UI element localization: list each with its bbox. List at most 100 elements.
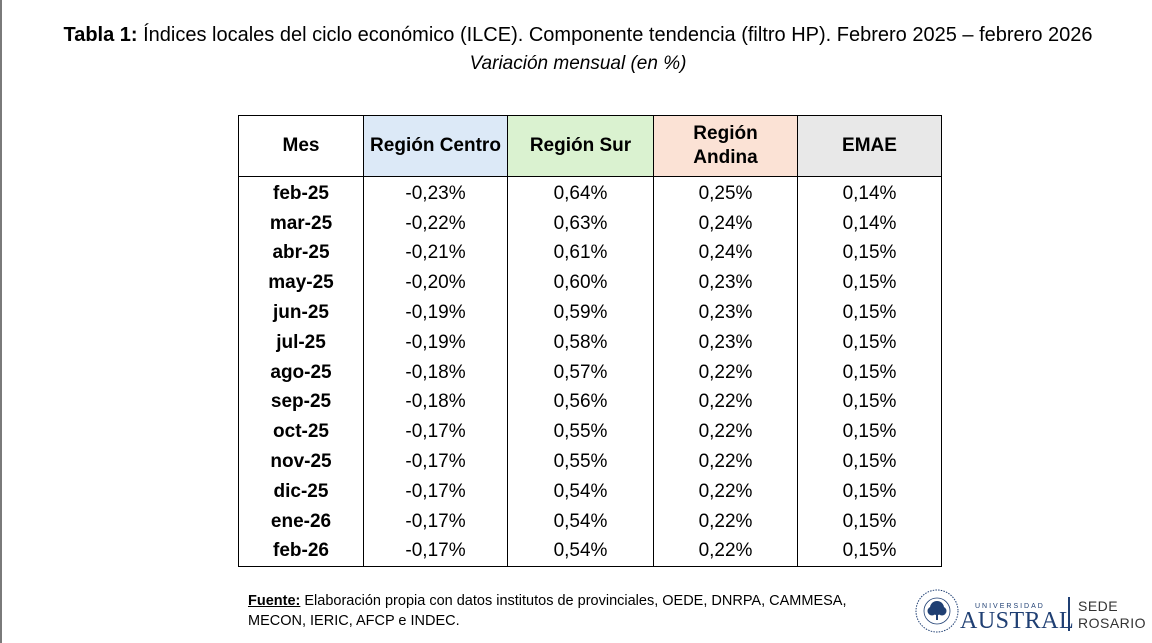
- table-row: ene-26 -0,17% 0,54% 0,22% 0,15%: [238, 506, 942, 537]
- cell-region-centro: -0,19%: [363, 327, 508, 358]
- cell-region-centro: -0,17%: [363, 417, 508, 448]
- cell-region-sur: 0,54%: [507, 476, 654, 507]
- cell-region-andina: 0,23%: [653, 327, 798, 358]
- cell-region-sur: 0,58%: [507, 327, 654, 358]
- cell-region-sur: 0,54%: [507, 536, 654, 568]
- cell-emae: 0,15%: [797, 387, 942, 418]
- header-region-centro: Región Centro: [363, 115, 508, 177]
- cell-region-andina: 0,23%: [653, 268, 798, 299]
- table-row: nov-25 -0,17% 0,55% 0,22% 0,15%: [238, 447, 942, 477]
- header-region-andina-label: Región Andina: [693, 123, 758, 168]
- cell-emae: 0,14%: [797, 176, 942, 209]
- cell-mes: feb-26: [238, 536, 364, 568]
- cell-region-centro: -0,17%: [363, 536, 508, 568]
- cell-region-centro: -0,17%: [363, 506, 508, 537]
- cell-region-sur: 0,61%: [507, 238, 654, 269]
- cell-region-andina: 0,23%: [653, 298, 798, 328]
- ilce-table: Mes Región Centro Región Sur Región Andi…: [238, 115, 942, 568]
- sede-label: SEDE ROSARIO: [1078, 598, 1146, 632]
- cell-emae: 0,15%: [797, 506, 942, 537]
- table-number: Tabla 1:: [63, 24, 138, 46]
- cell-region-centro: -0,17%: [363, 476, 508, 507]
- cell-region-andina: 0,22%: [653, 506, 798, 537]
- university-name: AUSTRAL: [960, 608, 1075, 634]
- source-line-2: MECON, IERIC, AFCP e INDEC.: [248, 613, 460, 629]
- table-row: sep-25 -0,18% 0,56% 0,22% 0,15%: [238, 387, 942, 418]
- cell-emae: 0,15%: [797, 447, 942, 477]
- cell-region-centro: -0,17%: [363, 447, 508, 477]
- cell-region-andina: 0,24%: [653, 238, 798, 269]
- cell-region-andina: 0,22%: [653, 476, 798, 507]
- table-row: jul-25 -0,19% 0,58% 0,23% 0,15%: [238, 327, 942, 358]
- sede-line-1: SEDE: [1078, 598, 1119, 614]
- sede-line-2: ROSARIO: [1078, 615, 1147, 631]
- cell-region-sur: 0,63%: [507, 208, 654, 239]
- table-subtitle: Variación mensual (en %): [469, 53, 687, 74]
- table-row: may-25 -0,20% 0,60% 0,23% 0,15%: [238, 268, 942, 299]
- header-region-andina: Región Andina: [653, 115, 798, 177]
- source-note: Fuente: Elaboración propia con datos ins…: [248, 591, 928, 631]
- cell-region-sur: 0,55%: [507, 417, 654, 448]
- table-row: mar-25 -0,22% 0,63% 0,24% 0,14%: [238, 208, 942, 239]
- header-mes: Mes: [238, 115, 364, 177]
- cell-emae: 0,15%: [797, 298, 942, 328]
- cell-mes: ago-25: [238, 357, 364, 388]
- cell-emae: 0,15%: [797, 357, 942, 388]
- cell-emae: 0,14%: [797, 208, 942, 239]
- cell-emae: 0,15%: [797, 327, 942, 358]
- cell-region-andina: 0,24%: [653, 208, 798, 239]
- cell-region-andina: 0,22%: [653, 417, 798, 448]
- cell-mes: nov-25: [238, 447, 364, 477]
- cell-mes: feb-25: [238, 176, 364, 209]
- table-row: dic-25 -0,17% 0,54% 0,22% 0,15%: [238, 476, 942, 507]
- cell-region-centro: -0,18%: [363, 387, 508, 418]
- table-row: abr-25 -0,21% 0,61% 0,24% 0,15%: [238, 238, 942, 269]
- cell-emae: 0,15%: [797, 417, 942, 448]
- table-row: feb-25 -0,23% 0,64% 0,25% 0,14%: [238, 176, 942, 209]
- cell-emae: 0,15%: [797, 268, 942, 299]
- header-region-centro-label: Región Centro: [370, 135, 501, 156]
- cell-region-centro: -0,18%: [363, 357, 508, 388]
- table-row: feb-26 -0,17% 0,54% 0,22% 0,15%: [238, 536, 942, 568]
- cell-region-sur: 0,54%: [507, 506, 654, 537]
- cell-mes: sep-25: [238, 387, 364, 418]
- logo-divider: [1068, 597, 1070, 631]
- university-label: UNIVERSIDAD: [975, 603, 1045, 610]
- table-row: ago-25 -0,18% 0,57% 0,22% 0,15%: [238, 357, 942, 388]
- cell-mes: jun-25: [238, 298, 364, 328]
- cell-mes: mar-25: [238, 208, 364, 239]
- cell-emae: 0,15%: [797, 536, 942, 568]
- source-line-1: Elaboración propia con datos institutos …: [300, 593, 847, 609]
- table-body: feb-25 -0,23% 0,64% 0,25% 0,14% mar-25 -0,22% 0…: [238, 176, 942, 568]
- cell-region-centro: -0,22%: [363, 208, 508, 239]
- cell-region-centro: -0,23%: [363, 176, 508, 209]
- table-row: jun-25 -0,19% 0,59% 0,23% 0,15%: [238, 298, 942, 328]
- cell-region-centro: -0,21%: [363, 238, 508, 269]
- cell-region-sur: 0,55%: [507, 447, 654, 477]
- cell-mes: oct-25: [238, 417, 364, 448]
- cell-region-andina: 0,22%: [653, 357, 798, 388]
- cell-mes: ene-26: [238, 506, 364, 537]
- cell-mes: jul-25: [238, 327, 364, 358]
- cell-mes: may-25: [238, 268, 364, 299]
- cell-mes: abr-25: [238, 238, 364, 269]
- university-logo: [914, 586, 1150, 638]
- cell-region-centro: -0,20%: [363, 268, 508, 299]
- cell-region-centro: -0,19%: [363, 298, 508, 328]
- header-emae: EMAE: [797, 115, 942, 177]
- cell-region-andina: 0,25%: [653, 176, 798, 209]
- university-seal-icon: [915, 589, 959, 633]
- cell-region-sur: 0,59%: [507, 298, 654, 328]
- cell-region-sur: 0,64%: [507, 176, 654, 209]
- cell-region-sur: 0,57%: [507, 357, 654, 388]
- cell-emae: 0,15%: [797, 238, 942, 269]
- table-title: Tabla 1: Índices locales del ciclo econó…: [2, 22, 1152, 48]
- cell-region-andina: 0,22%: [653, 536, 798, 568]
- source-label: Fuente:: [248, 593, 301, 609]
- table-header-row: Mes Región Centro Región Sur Región Andi…: [238, 115, 942, 177]
- table-row: oct-25 -0,17% 0,55% 0,22% 0,15%: [238, 417, 942, 448]
- header-region-sur: Región Sur: [507, 115, 654, 177]
- cell-region-sur: 0,56%: [507, 387, 654, 418]
- cell-region-sur: 0,60%: [507, 268, 654, 299]
